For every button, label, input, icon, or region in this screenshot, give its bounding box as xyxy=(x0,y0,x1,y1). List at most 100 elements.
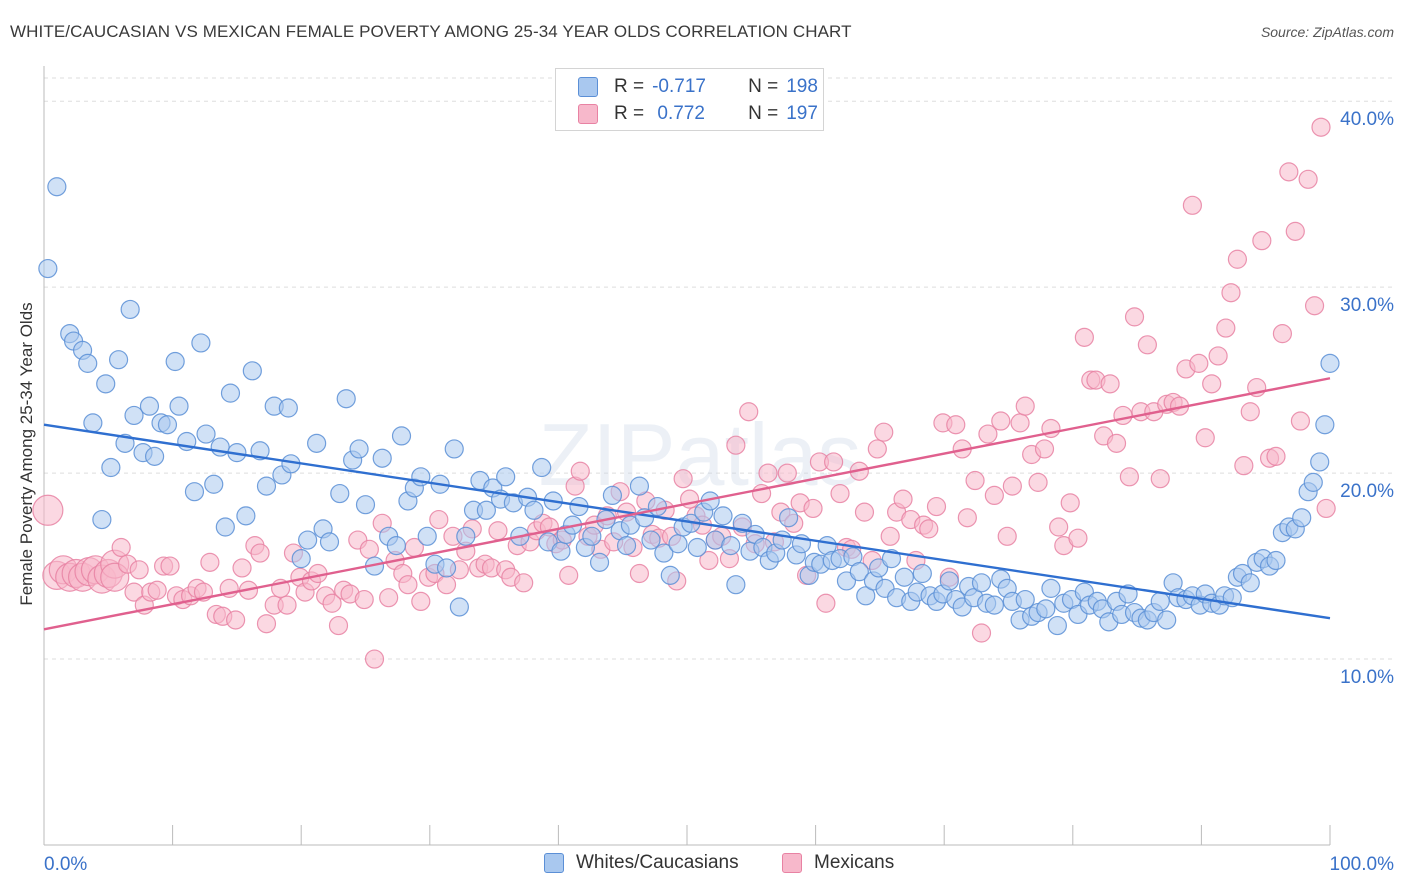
point-whites xyxy=(869,558,889,578)
point-mexicans xyxy=(1106,433,1127,453)
legend-item-whites[interactable]: Whites/Caucasians xyxy=(544,852,739,874)
point-whites xyxy=(647,496,668,517)
point-whites xyxy=(984,595,1004,615)
point-whites xyxy=(256,476,277,496)
point-mexicans xyxy=(1285,221,1305,241)
point-whites xyxy=(250,441,270,461)
point-mexicans xyxy=(971,623,992,643)
point-mexicans xyxy=(160,556,180,576)
point-mexicans xyxy=(997,526,1017,546)
point-whites xyxy=(660,565,680,585)
point-mexicans xyxy=(232,558,252,578)
point-whites xyxy=(1315,415,1335,435)
point-mexicans xyxy=(1010,413,1030,433)
point-whites xyxy=(220,383,241,403)
point-whites xyxy=(215,517,235,537)
point-whites xyxy=(78,353,98,373)
legend-item-mexicans[interactable]: Mexicans xyxy=(782,852,894,874)
point-whites xyxy=(1047,615,1067,636)
point-mexicans xyxy=(957,508,977,528)
point-whites xyxy=(386,536,406,556)
point-whites xyxy=(582,526,602,546)
point-whites xyxy=(1303,472,1323,492)
point-mexicans xyxy=(277,595,297,615)
point-mexicans xyxy=(893,489,913,509)
point-whites xyxy=(836,571,857,591)
point-whites xyxy=(307,433,327,453)
point-whites xyxy=(278,398,298,418)
trend-line-mexicans xyxy=(43,377,1331,631)
point-whites xyxy=(101,457,121,478)
point-mexicans xyxy=(379,588,399,608)
point-mexicans xyxy=(1208,346,1228,366)
point-mexicans xyxy=(322,593,342,613)
point-whites xyxy=(589,552,610,572)
point-whites xyxy=(242,361,262,381)
point-whites xyxy=(449,597,469,617)
point-mexicans xyxy=(926,496,947,517)
point-mexicans xyxy=(1182,195,1202,215)
point-mexicans xyxy=(1221,283,1241,303)
point-whites xyxy=(319,532,340,552)
point-whites xyxy=(971,573,992,593)
point-mexicans xyxy=(777,463,797,483)
point-mexicans xyxy=(1113,405,1133,426)
point-whites xyxy=(157,415,178,435)
axes xyxy=(43,66,1331,846)
point-mexicans xyxy=(1234,456,1254,476)
point-mexicans xyxy=(830,483,850,504)
point-mexicans xyxy=(354,589,374,610)
point-mexicans xyxy=(739,402,759,422)
point-mexicans xyxy=(1195,428,1215,448)
point-whites xyxy=(881,549,902,569)
point-mexicans xyxy=(570,461,590,481)
point-mexicans xyxy=(1216,318,1236,338)
point-mexicans xyxy=(854,502,875,522)
point-whites xyxy=(191,333,211,353)
point-mexicans xyxy=(1124,307,1145,327)
correlation-legend: R = -0.717 N = 198 R = 0.772 N = 197 xyxy=(555,68,824,131)
point-mexicans xyxy=(1015,396,1035,416)
legend-r-label: R = xyxy=(614,103,645,124)
point-mexicans xyxy=(919,519,939,539)
legend-swatch-blue xyxy=(544,853,564,873)
point-whites xyxy=(641,530,661,550)
point-whites xyxy=(1320,353,1340,373)
point-mexicans xyxy=(559,565,579,585)
point-mexicans xyxy=(1304,296,1325,316)
point-mexicans xyxy=(359,539,379,559)
point-whites xyxy=(939,571,959,591)
legend-n-value: 197 xyxy=(786,103,818,124)
point-whites xyxy=(330,483,350,504)
y-tick-label: 20.0% xyxy=(1340,481,1394,502)
point-mexicans xyxy=(874,422,894,442)
point-mexicans xyxy=(673,469,693,489)
point-mexicans xyxy=(880,526,900,546)
point-whites xyxy=(47,177,67,197)
point-whites xyxy=(1240,573,1260,593)
point-whites xyxy=(732,513,752,533)
point-mexicans xyxy=(1272,324,1293,344)
point-mexicans xyxy=(867,439,887,459)
point-whites xyxy=(184,482,205,502)
point-whites xyxy=(196,424,216,444)
point-whites xyxy=(551,541,571,561)
point-whites xyxy=(856,586,876,606)
point-whites xyxy=(849,562,869,582)
point-mexicans xyxy=(328,615,349,636)
point-mexicans xyxy=(364,649,385,669)
point-mexicans xyxy=(488,521,508,541)
x-tick-label-max: 100.0% xyxy=(1330,854,1395,875)
point-whites xyxy=(169,396,189,416)
point-whites xyxy=(1310,452,1330,472)
point-mexicans xyxy=(1074,327,1094,347)
point-whites xyxy=(726,575,746,595)
point-mexicans xyxy=(147,580,167,600)
point-whites xyxy=(778,508,799,528)
point-whites xyxy=(654,543,674,563)
legend-swatch-blue xyxy=(578,77,598,97)
trend-lines xyxy=(43,377,1331,631)
point-whites xyxy=(355,495,376,515)
legend-swatch-pink xyxy=(578,104,598,124)
